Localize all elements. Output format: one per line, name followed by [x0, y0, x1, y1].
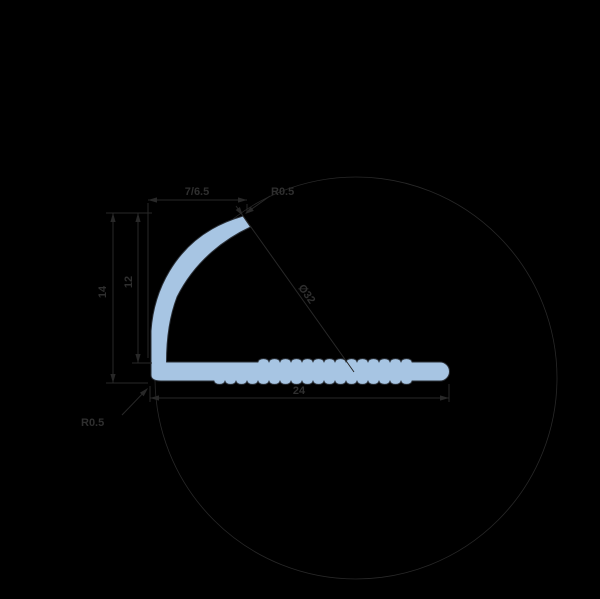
dim-label-top-radius: R0.5	[271, 186, 294, 198]
leader-bottom-radius: R0.5	[81, 388, 148, 429]
dim-bottom-width: 24	[149, 384, 450, 402]
arrowhead	[139, 388, 148, 397]
arrowhead	[110, 213, 116, 222]
arrowhead	[238, 197, 247, 203]
dimension-line	[235, 205, 355, 373]
dim-label-height-outer: 14	[97, 285, 109, 298]
dim-label-bottom-width: 24	[293, 385, 306, 397]
arrowhead	[235, 207, 243, 216]
profile-cross-section	[150, 215, 450, 385]
arrowhead	[135, 213, 141, 222]
dim-height-outer: 14	[97, 212, 152, 384]
arrowhead	[148, 197, 157, 203]
dim-height-inner: 12	[123, 213, 152, 364]
leader-top-radius: R0.5	[245, 186, 294, 214]
dim-arc-diameter: Ø32	[235, 205, 355, 373]
arrowhead	[150, 395, 159, 401]
dim-label-bottom-radius: R0.5	[81, 417, 104, 429]
dim-label-height-inner: 12	[123, 276, 135, 288]
dim-top-width: 7/6.5	[147, 186, 248, 358]
arrowhead	[110, 374, 116, 383]
arrowhead	[245, 206, 254, 214]
arrowhead	[135, 354, 141, 363]
arrowhead	[440, 395, 449, 401]
dim-label-top-width: 7/6.5	[185, 186, 209, 198]
